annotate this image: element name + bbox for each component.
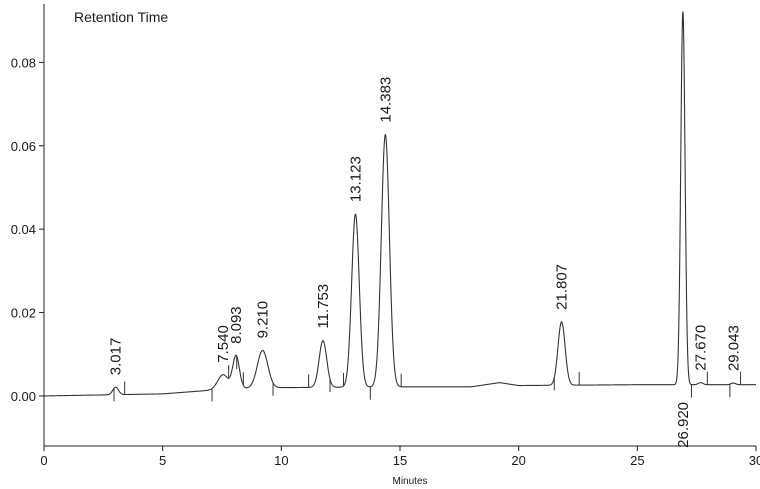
y-tick-label: 0.08 — [11, 55, 36, 70]
x-tick-label: 20 — [511, 453, 525, 468]
ticks: 0 5 10 15 20 25 30 0.00 0.02 0.04 0.06 0.08 — [11, 55, 760, 468]
peak-label-27-670: 27.670 — [693, 325, 710, 371]
x-tick-label: 0 — [40, 453, 47, 468]
x-axis-title: Minutes — [392, 476, 427, 487]
x-tick-label: 15 — [393, 453, 407, 468]
peak-label-11-753: 11.753 — [315, 284, 332, 329]
peak-label-14-383: 14.383 — [377, 77, 394, 123]
peak-label-29-043: 29.043 — [725, 325, 742, 371]
x-tick-label: 25 — [630, 453, 644, 468]
x-tick-label: 5 — [159, 453, 166, 468]
x-tick-label: 10 — [274, 453, 288, 468]
integration-marks — [113, 356, 742, 402]
series-line-retention-time — [44, 11, 756, 397]
y-tick-label: 0.02 — [11, 306, 36, 321]
peak-label-9-210: 9.210 — [255, 301, 272, 339]
axes — [43, 4, 756, 447]
peak-label-7-540: 7.540 — [215, 325, 232, 363]
peak-label-21-807: 21.807 — [554, 264, 571, 310]
legend-label: Retention Time — [74, 9, 168, 25]
peak-label-26-920: 26.920 — [675, 402, 692, 448]
peak-label-8-093: 8.093 — [228, 306, 245, 344]
y-tick-label: 0.04 — [11, 222, 36, 237]
y-tick-label: 0.00 — [11, 389, 36, 404]
y-tick-label: 0.06 — [11, 139, 36, 154]
x-tick-label: 30 — [749, 453, 760, 468]
peak-label-3-017: 3.017 — [108, 338, 125, 376]
peak-label-13-123: 13.123 — [347, 156, 364, 202]
